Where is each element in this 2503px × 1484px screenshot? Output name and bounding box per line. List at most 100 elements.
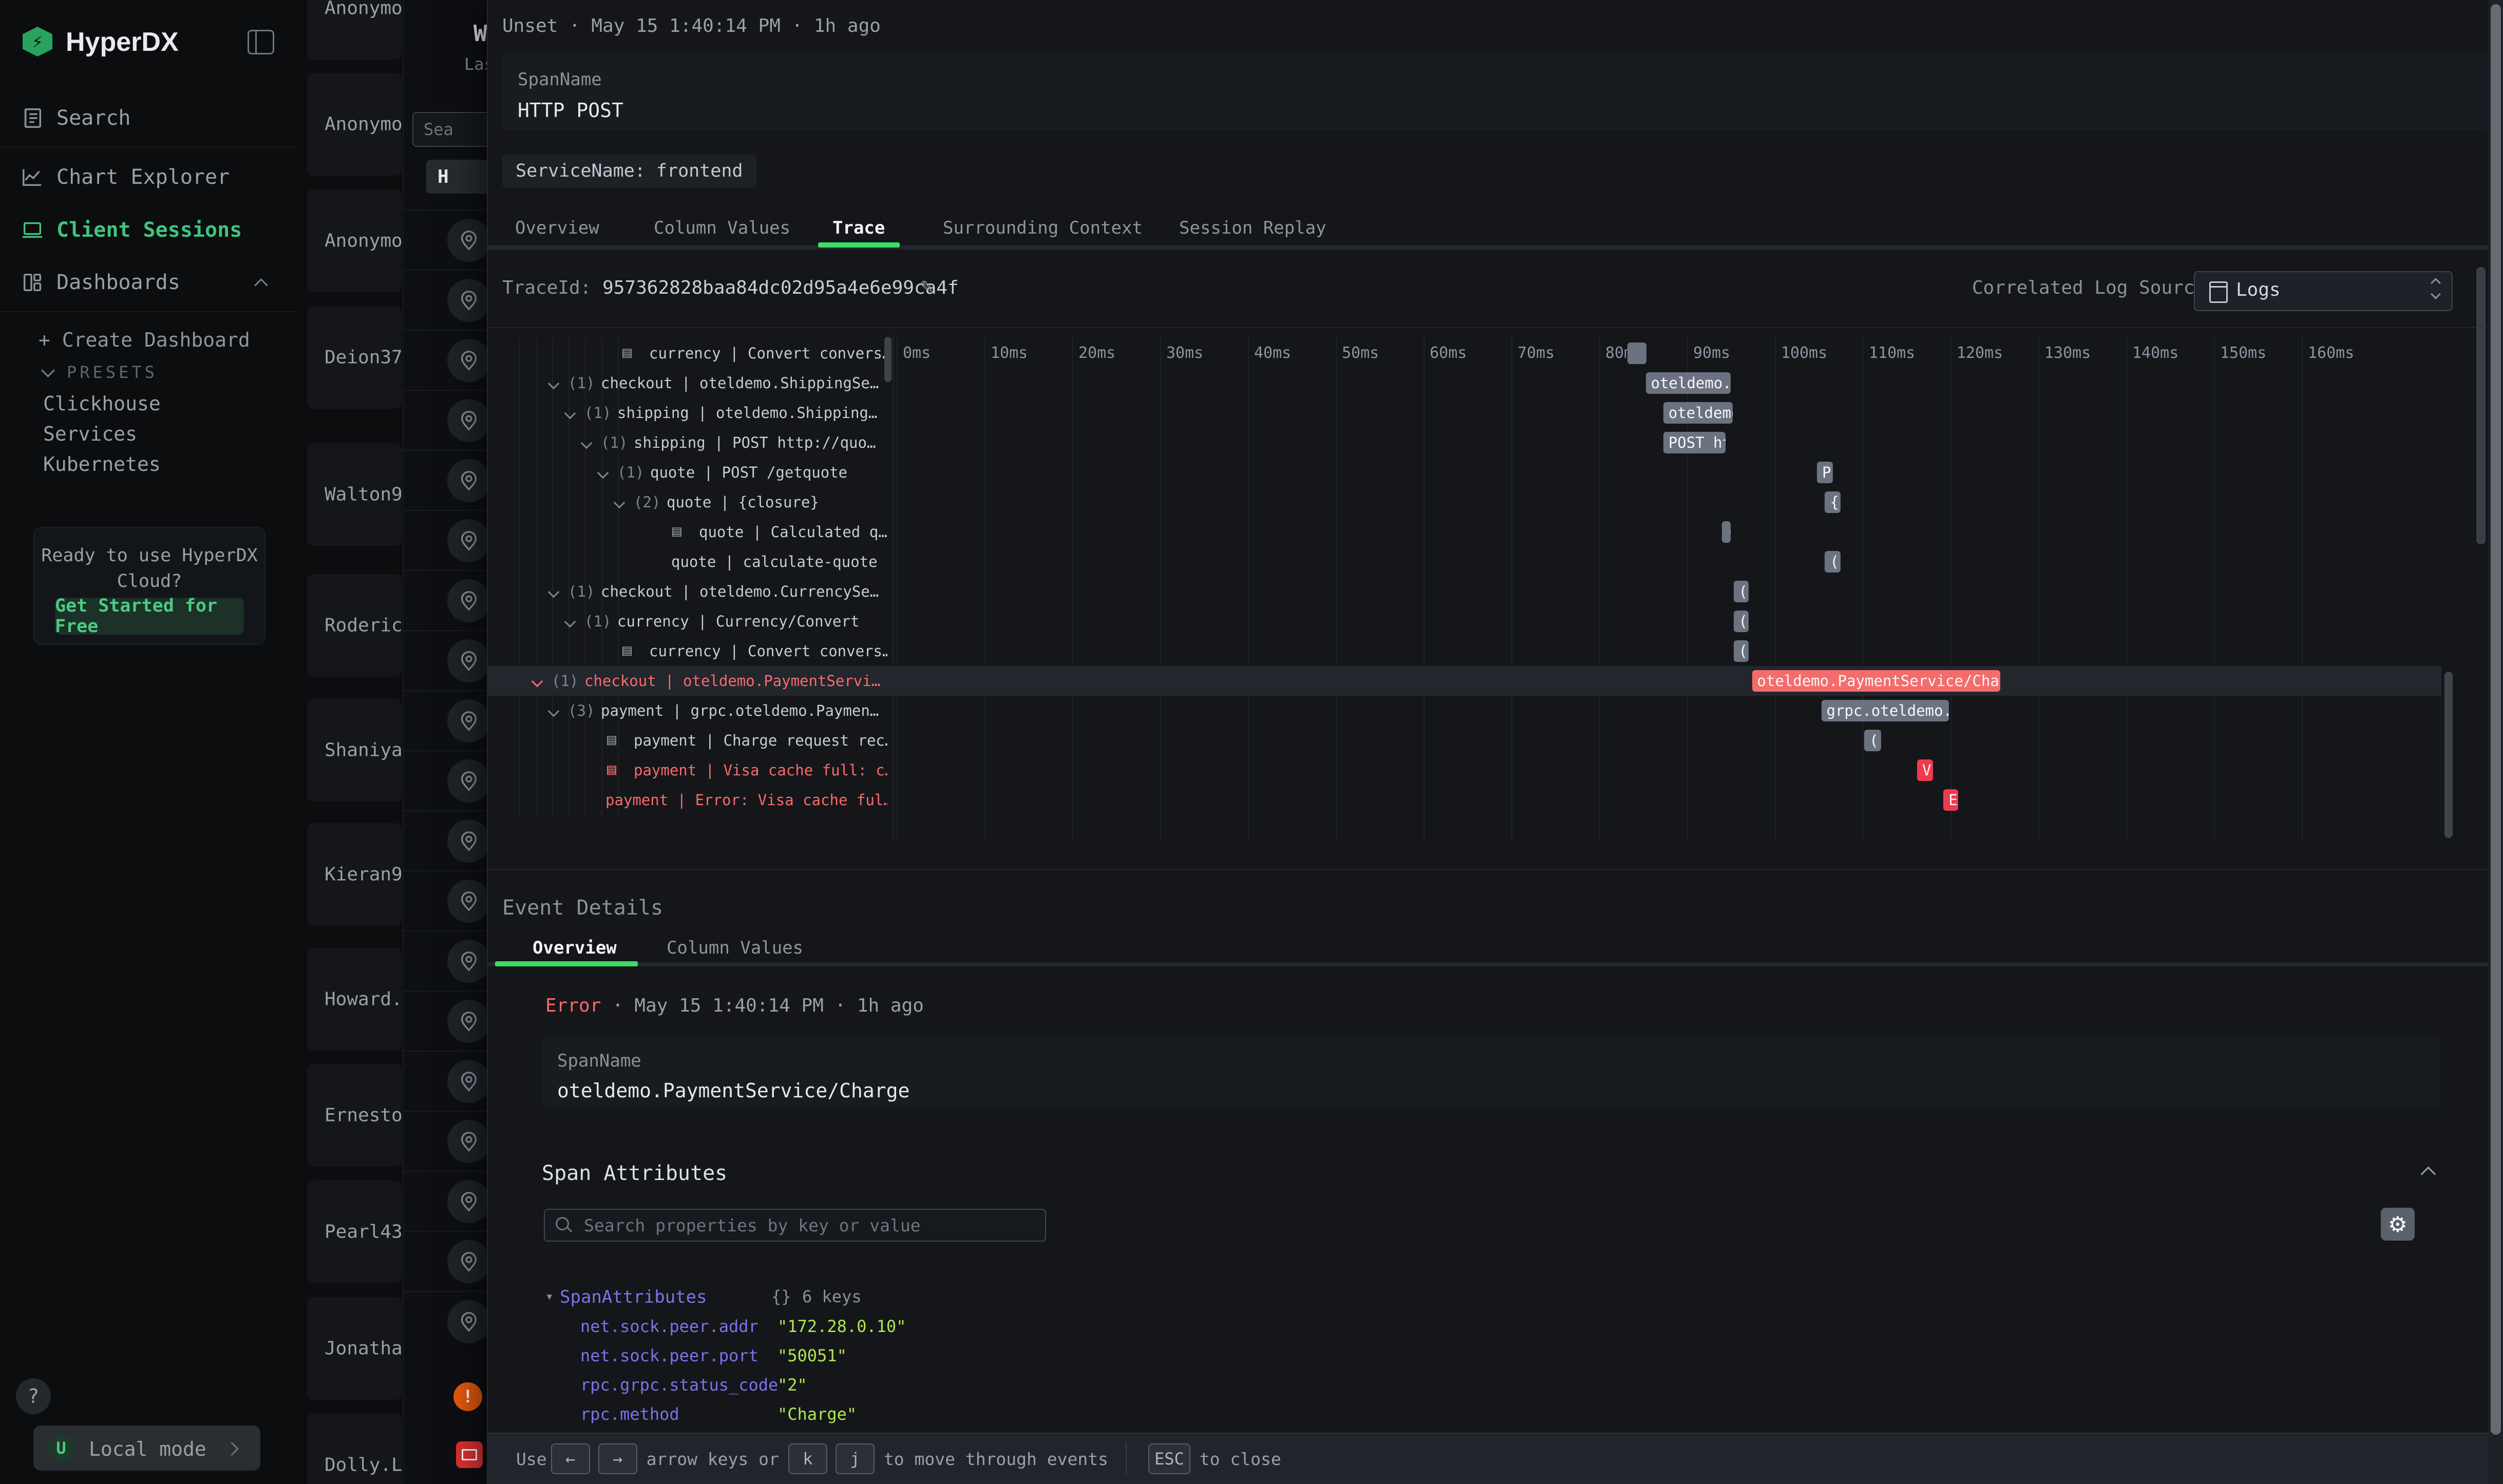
trace-error-span-bar[interactable]: E: [1943, 789, 1958, 811]
preset-kubernetes[interactable]: Kubernetes: [43, 453, 161, 475]
location-pin-icon[interactable]: [447, 1120, 488, 1163]
chevron-down-icon[interactable]: [548, 378, 560, 390]
tree-scrollbar-thumb[interactable]: [884, 337, 892, 382]
location-pin-icon[interactable]: [447, 1300, 488, 1343]
chevron-down-icon[interactable]: [564, 616, 576, 628]
session-list-item[interactable]: Howard.Run: [307, 948, 402, 1051]
location-pin-icon[interactable]: [447, 219, 488, 262]
warning-event-icon[interactable]: !: [453, 1382, 482, 1411]
trace-tree-row[interactable]: quote | calculate-quote: [488, 547, 887, 577]
location-pin-icon[interactable]: [447, 1180, 488, 1223]
chevron-down-icon[interactable]: [597, 467, 609, 479]
trace-error-span-bar[interactable]: oteldemo.PaymentService/Char: [1752, 670, 2001, 692]
location-pin-icon[interactable]: [447, 1000, 488, 1043]
trace-tree-row[interactable]: ▤payment | Charge request rec…: [488, 726, 887, 755]
chevron-down-icon[interactable]: [614, 497, 625, 509]
chevron-down-icon[interactable]: [581, 437, 593, 449]
location-pin-icon[interactable]: [447, 339, 488, 382]
local-mode-menu[interactable]: U Local mode: [33, 1425, 260, 1471]
attr-key[interactable]: rpc.method: [580, 1404, 679, 1424]
trace-tree-row[interactable]: (1)shipping | POST http://quo…: [488, 428, 887, 458]
get-started-button[interactable]: Get Started for Free: [55, 598, 244, 635]
session-filter-button[interactable]: H: [426, 160, 488, 194]
trace-tree-row[interactable]: (1)checkout | oteldemo.PaymentServi…: [488, 666, 887, 696]
trace-tree-row[interactable]: (3)payment | grpc.oteldemo.Paymen…: [488, 696, 887, 726]
trace-span-bar[interactable]: oteldemo.: [1646, 372, 1731, 394]
attr-key[interactable]: net.sock.peer.addr: [580, 1317, 759, 1336]
location-pin-icon[interactable]: [447, 519, 488, 562]
session-list-item[interactable]: Shaniya.Sc: [307, 699, 402, 802]
sidebar-item-chart-explorer[interactable]: Chart Explorer: [0, 156, 297, 199]
location-pin-icon[interactable]: [447, 699, 488, 743]
preset-services[interactable]: Services: [43, 423, 137, 445]
trace-span-bar[interactable]: [1627, 343, 1647, 364]
location-pin-icon[interactable]: [447, 880, 488, 923]
location-pin-icon[interactable]: [447, 579, 488, 622]
trace-span-bar[interactable]: (: [1734, 581, 1749, 602]
location-pin-icon[interactable]: [447, 399, 488, 442]
trace-tree-row[interactable]: (2)quote | {closure}: [488, 487, 887, 517]
location-pin-icon[interactable]: [447, 1240, 488, 1283]
session-list-item[interactable]: Anonymous: [307, 189, 402, 292]
trace-tree-row[interactable]: ▤currency | Convert convers…: [488, 338, 887, 368]
span-attributes-search-input[interactable]: [544, 1209, 1046, 1242]
sidebar-item-dashboards[interactable]: Dashboards: [0, 261, 297, 304]
trace-tree-row[interactable]: payment | Error: Visa cache ful…: [488, 785, 887, 815]
trace-tree-row[interactable]: ▤currency | Convert convers…: [488, 636, 887, 666]
session-list-item[interactable]: Anonymous: [307, 73, 402, 176]
location-pin-icon[interactable]: [447, 459, 488, 502]
waterfall-scrollbar-thumb[interactable]: [2444, 672, 2453, 838]
trace-error-span-bar[interactable]: V: [1917, 759, 1933, 781]
create-dashboard-button[interactable]: + Create Dashboard: [39, 329, 250, 351]
attr-value[interactable]: "Charge": [778, 1404, 857, 1424]
attr-key[interactable]: rpc.grpc.status_code: [580, 1375, 778, 1395]
trace-tree-row[interactable]: (1)currency | Currency/Convert: [488, 606, 887, 636]
trace-tree-row[interactable]: (1)checkout | oteldemo.CurrencySe…: [488, 577, 887, 606]
chevron-down-icon[interactable]: [532, 676, 543, 688]
trace-tree-row[interactable]: ▤quote | Calculated q…: [488, 517, 887, 547]
trace-span-bar[interactable]: oteldemo: [1663, 402, 1733, 424]
trace-span-bar[interactable]: POST ht: [1663, 432, 1725, 453]
chevron-down-icon[interactable]: [548, 706, 560, 717]
attr-value[interactable]: "2": [778, 1375, 807, 1395]
session-list-item[interactable]: Roderick_S: [307, 574, 402, 677]
session-list-item[interactable]: Pearl43@ho: [307, 1181, 402, 1283]
attr-value[interactable]: "172.28.0.10": [778, 1317, 906, 1336]
location-pin-icon[interactable]: [447, 820, 488, 863]
trace-tree-row[interactable]: (1)quote | POST /getquote: [488, 458, 887, 487]
event-tab-column-values[interactable]: Column Values: [667, 938, 803, 958]
trace-span-bar[interactable]: P: [1817, 462, 1833, 483]
location-pin-icon[interactable]: [447, 759, 488, 803]
session-list-item[interactable]: Ernesto33@: [307, 1064, 402, 1167]
event-tab-overview[interactable]: Overview: [533, 938, 617, 958]
sidebar-collapse-icon[interactable]: [248, 30, 274, 54]
trace-tree-row[interactable]: ▤payment | Visa cache full: c…: [488, 755, 887, 785]
location-pin-icon[interactable]: [447, 1060, 488, 1103]
session-list-item[interactable]: Dolly.Lubo: [307, 1414, 402, 1484]
attr-key[interactable]: net.sock.peer.port: [580, 1346, 759, 1365]
location-pin-icon[interactable]: [447, 639, 488, 682]
location-pin-icon[interactable]: [447, 940, 488, 983]
chevron-down-icon[interactable]: [548, 586, 560, 598]
trace-span-bar[interactable]: (: [1825, 551, 1841, 573]
trace-tree-row[interactable]: (1)shipping | oteldemo.Shipping…: [488, 398, 887, 428]
attr-root-name[interactable]: SpanAttributes: [560, 1287, 707, 1307]
content-scrollbar-thumb[interactable]: [2476, 267, 2486, 544]
session-list-item[interactable]: Walton9@ho: [307, 443, 402, 546]
preset-clickhouse[interactable]: Clickhouse: [43, 392, 161, 415]
trace-tree-row[interactable]: (1)checkout | oteldemo.ShippingSe…: [488, 368, 887, 398]
attr-value[interactable]: "50051": [778, 1346, 847, 1365]
trace-span-bar[interactable]: (: [1734, 640, 1749, 662]
trace-span-bar[interactable]: (: [1734, 611, 1749, 632]
sidebar-item-client-sessions[interactable]: Client Sessions: [0, 208, 297, 252]
session-list-item[interactable]: Jonathan.B: [307, 1297, 402, 1400]
help-button[interactable]: ?: [16, 1378, 51, 1414]
session-list-item[interactable]: Anonymous: [307, 0, 402, 60]
trace-span-bar[interactable]: grpc.oteldemo.: [1822, 700, 1949, 721]
gear-icon[interactable]: ⚙: [2381, 1208, 2415, 1241]
window-scrollbar-thumb[interactable]: [2491, 4, 2501, 1435]
tree-toggle-icon[interactable]: ▾: [545, 1289, 554, 1304]
session-search-input[interactable]: [412, 112, 488, 147]
error-event-icon[interactable]: [456, 1441, 483, 1468]
location-pin-icon[interactable]: [447, 279, 488, 322]
